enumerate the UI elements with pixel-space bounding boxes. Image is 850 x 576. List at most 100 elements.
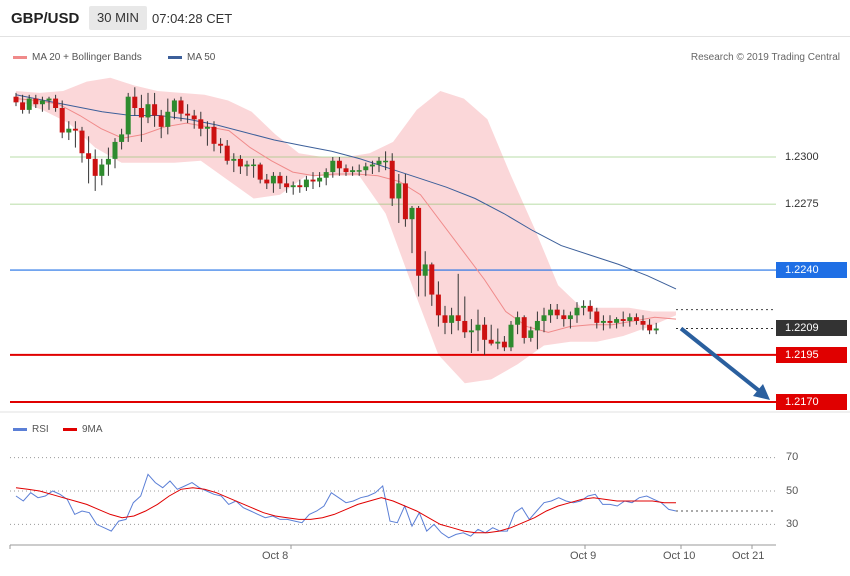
candle-body	[165, 111, 171, 127]
chart-header: GBP/USD 30 MIN 07:04:28 CET	[0, 0, 850, 37]
ma50-swatch	[168, 56, 182, 59]
candle-body	[462, 320, 468, 333]
candle-body	[594, 311, 600, 323]
candle-body	[633, 317, 639, 321]
candle-body	[317, 177, 323, 182]
candle-body	[224, 145, 230, 161]
candle-body	[284, 183, 290, 188]
candle-body	[290, 185, 296, 188]
rsi-9ma-line	[15, 487, 676, 534]
price-label-1.2275: 1.2275	[785, 198, 819, 210]
price-label-1.2209: 1.2209	[776, 320, 847, 336]
legend-ma-bb-label: MA 20 + Bollinger Bands	[32, 52, 142, 63]
candle-body	[534, 320, 540, 331]
candle-body	[198, 119, 204, 129]
candle-body	[237, 158, 243, 167]
candle-body	[653, 328, 659, 331]
candle-body	[402, 183, 408, 220]
candle-body	[607, 320, 613, 323]
legend-ma50-label: MA 50	[187, 52, 216, 63]
ma-bb-swatch	[13, 56, 27, 59]
candle-body	[310, 179, 316, 182]
candle-body	[257, 164, 263, 180]
bollinger-band	[16, 77, 676, 384]
rsi-tick-50: 50	[786, 485, 799, 497]
price-label-1.2170: 1.2170	[776, 394, 847, 410]
legend-rsi: RSI	[13, 424, 49, 435]
candle-body	[336, 160, 342, 169]
candle-body	[211, 126, 217, 144]
candle-body	[548, 309, 554, 316]
candle-body	[554, 309, 560, 316]
legend-9ma: 9MA	[63, 424, 103, 435]
candle-body	[416, 207, 422, 276]
candle-body	[72, 128, 78, 131]
candle-body	[277, 175, 283, 184]
rsi-swatch	[13, 428, 27, 431]
candle-body	[587, 305, 593, 312]
candle-body	[92, 158, 98, 176]
legend-ma50: MA 50	[168, 52, 215, 63]
candle-body	[376, 160, 382, 165]
rsi-tick-30: 30	[786, 518, 799, 530]
candle-body	[204, 126, 210, 129]
candle-body	[383, 160, 389, 163]
candle-body	[178, 100, 184, 114]
legend-9ma-label: 9MA	[82, 424, 103, 435]
candle-body	[112, 141, 118, 159]
candle-body	[515, 317, 521, 325]
legend-ma-bb: MA 20 + Bollinger Bands	[13, 52, 142, 63]
candle-body	[495, 341, 501, 344]
rsi-tick-70: 70	[786, 451, 799, 463]
candle-body	[600, 320, 606, 323]
candle-body	[647, 324, 653, 331]
candle-body	[363, 166, 369, 171]
candle-body	[581, 305, 587, 308]
price-label-1.2240: 1.2240	[776, 262, 847, 278]
candle-body	[132, 96, 138, 108]
candle-body	[468, 330, 474, 333]
legend-rsi-label: RSI	[32, 424, 49, 435]
candle-body	[455, 315, 461, 321]
candle-body	[449, 315, 455, 323]
candle-body	[13, 96, 19, 103]
candle-body	[86, 153, 92, 159]
forecast-arrow-line	[679, 326, 764, 395]
candle-body	[567, 315, 573, 320]
candle-body	[620, 319, 626, 321]
candle-body	[46, 98, 52, 101]
candle-body	[627, 317, 633, 321]
candle-body	[270, 175, 276, 184]
candle-body	[66, 128, 72, 133]
x-label-oct9: Oct 9	[570, 550, 597, 562]
candle-body	[59, 108, 65, 133]
candle-body	[191, 115, 197, 120]
candle-body	[158, 115, 164, 127]
candle-body	[482, 324, 488, 340]
candle-body	[574, 307, 580, 316]
candle-body	[264, 179, 270, 184]
candle-body	[640, 320, 646, 325]
candle-body	[614, 319, 620, 323]
time-label: 07:04:28 CET	[152, 11, 233, 26]
candle-body	[356, 170, 362, 172]
candle-body	[389, 160, 395, 199]
forecast-arrow-head	[753, 384, 770, 400]
candle-body	[244, 164, 250, 167]
candle-body	[521, 317, 527, 338]
x-label-oct10: Oct 10	[663, 550, 696, 562]
copyright: Research © 2019 Trading Central	[690, 52, 840, 63]
candle-body	[435, 294, 441, 316]
candle-body	[303, 179, 309, 188]
x-label-oct21: Oct 21	[732, 550, 765, 562]
candle-body	[99, 164, 105, 176]
candle-body	[119, 134, 125, 142]
candle-body	[422, 264, 428, 276]
candle-body	[501, 341, 507, 348]
timeframe-button[interactable]: 30 MIN	[89, 6, 147, 30]
candle-body	[429, 264, 435, 295]
candle-body	[53, 98, 59, 108]
candle-body	[39, 100, 45, 105]
candle-body	[541, 315, 547, 321]
